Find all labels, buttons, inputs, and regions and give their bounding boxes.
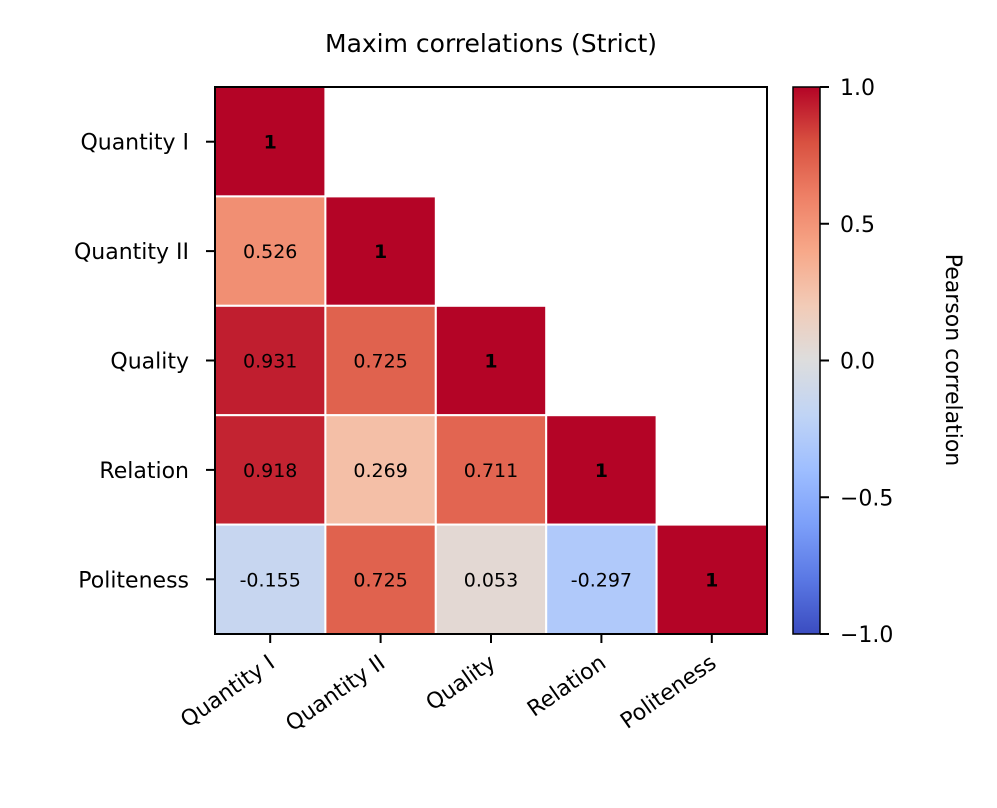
y-tick-label: Relation xyxy=(99,459,189,484)
cell-label: -0.297 xyxy=(571,569,632,591)
heatmap-cell xyxy=(545,523,658,635)
cell-label: 0.725 xyxy=(353,569,407,591)
heatmap-cells: 1 0.526 1 0.931 0.725 1 0.918 0.269 0.711 1 -0.155… xyxy=(214,86,768,635)
colorbar-tick-label: 0.0 xyxy=(840,350,875,375)
colorbar xyxy=(792,86,821,635)
colorbar-tick-label: 0.5 xyxy=(840,213,875,238)
heatmap-cell xyxy=(324,414,437,526)
colorbar-tick-label: 1.0 xyxy=(840,76,875,101)
cell-label: 1 xyxy=(374,241,387,263)
x-axis: Quantity I Quantity II Quality Relation Poli… xyxy=(176,634,721,737)
cell-label: 0.269 xyxy=(353,460,407,482)
cell-label: 0.526 xyxy=(243,241,297,263)
x-tick-label: Politeness xyxy=(616,650,721,734)
y-tick-label: Quantity I xyxy=(80,131,189,156)
cell-label: 1 xyxy=(595,460,608,482)
heatmap-cell xyxy=(324,523,437,635)
cell-label: 1 xyxy=(484,351,497,373)
cell-label: -0.155 xyxy=(240,569,301,591)
colorbar-tick-label: −1.0 xyxy=(840,623,893,648)
x-tick-label: Relation xyxy=(523,650,611,722)
cell-label: 1 xyxy=(264,132,277,154)
colorbar-ticks: 1.0 0.5 0.0 −0.5 −1.0 xyxy=(820,76,893,648)
x-tick-label: Quality xyxy=(422,650,501,716)
heatmap-cell xyxy=(214,86,327,198)
colorbar-label: Pearson correlation xyxy=(940,254,965,466)
cell-label: 1 xyxy=(705,569,718,591)
heatmap-cell xyxy=(324,195,437,307)
cell-label: 0.931 xyxy=(243,351,297,373)
cell-label: 0.725 xyxy=(353,351,407,373)
x-tick-label: Quantity II xyxy=(281,650,390,736)
colorbar-tick-label: −0.5 xyxy=(840,486,893,511)
y-tick-label: Quantity II xyxy=(74,240,189,265)
heatmap-cell xyxy=(214,195,327,307)
x-tick-label: Quantity I xyxy=(176,650,279,733)
chart-title: Maxim correlations (Strict) xyxy=(325,29,657,58)
cell-label: 0.711 xyxy=(464,460,518,482)
y-axis: Quantity I Quantity II Quality Relation Poli… xyxy=(74,131,215,593)
cell-label: 0.918 xyxy=(243,460,297,482)
y-tick-label: Quality xyxy=(110,350,189,375)
y-tick-label: Politeness xyxy=(78,568,189,593)
heatmap-cell xyxy=(545,414,658,526)
cell-label: 0.053 xyxy=(464,569,518,591)
heatmap-cell xyxy=(434,304,548,417)
